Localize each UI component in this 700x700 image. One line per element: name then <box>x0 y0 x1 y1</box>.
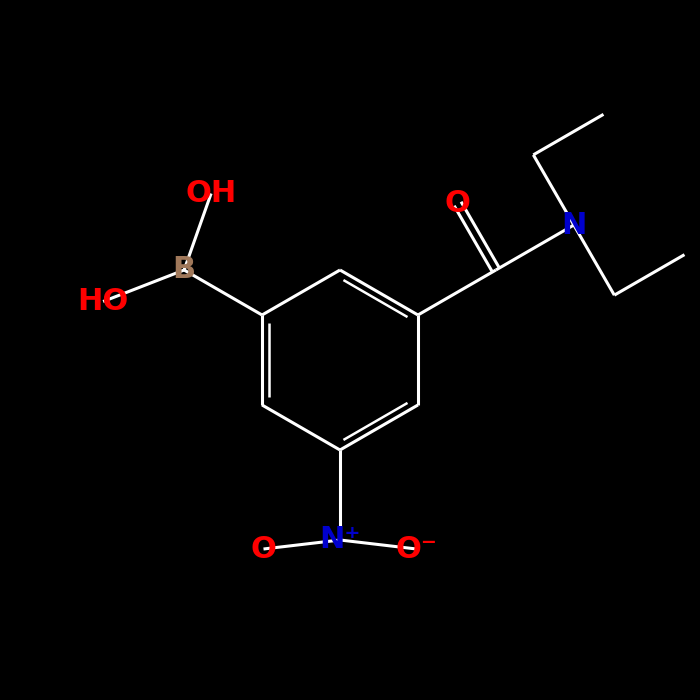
Text: HO: HO <box>78 287 129 316</box>
Text: B: B <box>173 256 196 284</box>
Text: OH: OH <box>186 179 237 208</box>
Text: N: N <box>561 211 587 239</box>
Text: O: O <box>444 189 470 218</box>
Text: N⁺: N⁺ <box>319 526 360 554</box>
Text: O: O <box>251 535 276 564</box>
Text: O⁻: O⁻ <box>395 535 438 564</box>
